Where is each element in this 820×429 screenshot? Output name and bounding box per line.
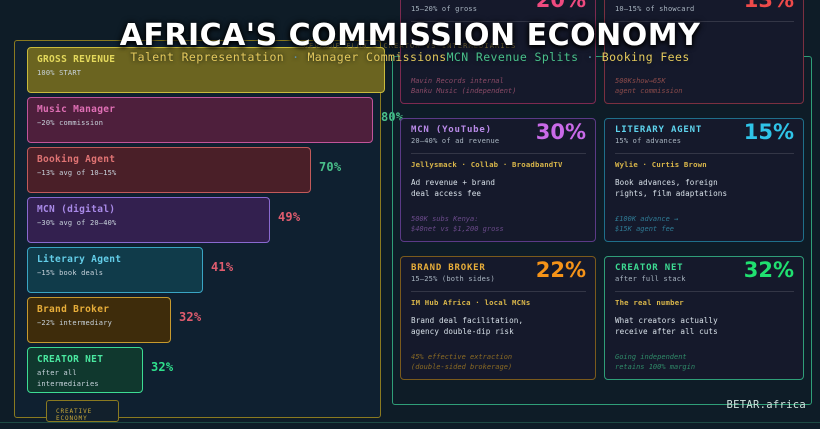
funnel-bar[interactable]: CREATOR NET after all intermediaries — [27, 347, 143, 393]
funnel-bar[interactable]: Music Manager −20% commission — [27, 97, 373, 143]
card-header: MCN (YouTube) 20–40% of ad revenue 30% — [411, 120, 586, 149]
creative-economy-label: CREATIVE ECONOMY — [56, 408, 93, 422]
funnel-bar-percent: 32% — [151, 360, 174, 374]
card-header: LITERARY AGENT 15% of advances 15% — [615, 120, 794, 149]
divider — [615, 291, 794, 292]
funnel-bar-row: Literary Agent −15% book deals 41% — [21, 247, 374, 295]
funnel-bar-percent: 41% — [211, 260, 234, 274]
card-percent: 30% — [535, 120, 586, 144]
card-title: LITERARY AGENT — [615, 125, 703, 135]
cards-frame — [392, 56, 812, 405]
funnel-bar-sublabel: −20% commission — [37, 119, 104, 127]
card-title: CREATOR NET — [615, 263, 684, 273]
card-subtitle: 20–40% of ad revenue — [411, 137, 500, 145]
funnel-bar-row: GROSS REVENUE 100% START — [21, 47, 385, 95]
card-header: CREATOR NET after full stack 32% — [615, 258, 794, 287]
card-percent: 22% — [535, 258, 586, 282]
card-percent: 20% — [535, 0, 586, 12]
card-percent: 15% — [743, 120, 794, 144]
funnel-bar-sublabel: −13% avg of 10–15% — [37, 169, 117, 177]
funnel-bar-label: Literary Agent — [37, 254, 122, 265]
card-title: MCN (YouTube) — [411, 125, 492, 135]
funnel-bar-sublabel: after all intermediaries — [37, 369, 99, 388]
funnel-bar-sublabel: −30% avg of 20–40% — [37, 219, 117, 227]
divider — [411, 21, 586, 22]
funnel-bar-row: Booking Agent −13% avg of 10–15% 70% — [21, 147, 374, 195]
card-note: £100K advance → $15K agent fee — [615, 215, 679, 233]
card-brand-broker[interactable]: BRAND BROKER 15–25% (both sides) 22% IM … — [400, 256, 596, 380]
card-music-manager[interactable]: MUSIC MANAGER 15–20% of gross 20% Mavin … — [400, 0, 596, 104]
funnel-bar-percent: 32% — [179, 310, 202, 324]
funnel-bar[interactable]: MCN (digital) −30% avg of 20–40% — [27, 197, 270, 243]
card-literary-agent[interactable]: LITERARY AGENT 15% of advances 15% Wylie… — [604, 118, 804, 242]
funnel-chart: GROSS REVENUE 100% START Music Manager −20%… — [21, 47, 403, 397]
card-note: Going independent retains 100% margin — [615, 353, 696, 371]
funnel-bar-row: Music Manager −20% commission 80% — [21, 97, 403, 145]
funnel-bar-label: CREATOR NET — [37, 354, 104, 365]
card-subtitle: after full stack — [615, 275, 686, 283]
card-note: 45% effective extraction (double-sided b… — [411, 353, 513, 371]
funnel-bar-percent: 70% — [319, 160, 342, 174]
divider — [615, 153, 794, 154]
funnel-bar-sublabel: 100% START — [37, 69, 82, 77]
card-description: What creators actually receive after all… — [615, 316, 718, 336]
funnel-bar-percent: 49% — [278, 210, 301, 224]
funnel-bar[interactable]: Literary Agent −15% book deals — [27, 247, 203, 293]
card-header: BRAND BROKER 15–25% (both sides) 22% — [411, 258, 586, 287]
card-header: MUSIC MANAGER 15–20% of gross 20% — [411, 0, 586, 17]
funnel-bar-label: Brand Broker — [37, 304, 110, 315]
card-players: The real number — [615, 298, 684, 307]
card-subtitle: 10–15% of showcard — [615, 5, 695, 13]
card-percent: 13% — [743, 0, 794, 12]
card-percent: 32% — [743, 258, 794, 282]
commission-cards-panel: MUSIC MANAGER 15–20% of gross 20% Mavin … — [392, 0, 812, 405]
card-note: 500K subs Kenya: $40net vs $1,200 gross — [411, 215, 504, 233]
funnel-bar[interactable]: Booking Agent −13% avg of 10–15% — [27, 147, 311, 193]
card-subtitle: 15–20% of gross — [411, 5, 478, 13]
card-subtitle: 15–25% (both sides) — [411, 275, 495, 283]
funnel-bar[interactable]: Brand Broker −22% intermediary — [27, 297, 171, 343]
funnel-bar-row: MCN (digital) −30% avg of 20–40% 49% — [21, 197, 374, 245]
card-note: Mavin Records internal Banku Music (inde… — [411, 77, 517, 95]
funnel-bar-sublabel: −15% book deals — [37, 269, 104, 277]
funnel-bar-label: GROSS REVENUE — [37, 54, 116, 65]
card-title: BRAND BROKER — [411, 263, 486, 273]
revenue-funnel-panel: GROSS REVENUE 100% START Music Manager −20%… — [14, 40, 403, 418]
card-creator-net[interactable]: CREATOR NET after full stack 32% The rea… — [604, 256, 804, 380]
card-players: Jellysmack · Collab · BroadbandTV — [411, 160, 563, 169]
card-mcn-youtube[interactable]: MCN (YouTube) 20–40% of ad revenue 30% J… — [400, 118, 596, 242]
card-header: BOOKING AGENT 10–15% of showcard 13% — [615, 0, 794, 17]
funnel-bar-row: CREATOR NET after all intermediaries 32% — [21, 347, 374, 395]
card-subtitle: 15% of advances — [615, 137, 682, 145]
funnel-bar-label: Booking Agent — [37, 154, 116, 165]
card-players: Wylie · Curtis Brown — [615, 160, 707, 169]
card-title: BOOKING AGENT — [615, 0, 794, 3]
card-note: 500Kshow→65K agent commission — [615, 77, 683, 95]
card-description: Ad revenue + brand deal access fee — [411, 178, 496, 198]
creative-economy-chip: CREATIVE ECONOMY — [46, 400, 119, 422]
funnel-bar-label: Music Manager — [37, 104, 116, 115]
funnel-bar-sublabel: −22% intermediary — [37, 319, 113, 327]
brand-watermark: BETAR.africa — [726, 399, 806, 411]
baseline-rule — [0, 422, 820, 423]
divider — [411, 291, 586, 292]
funnel-bar[interactable]: GROSS REVENUE 100% START — [27, 47, 385, 93]
divider — [615, 21, 794, 22]
divider — [411, 153, 586, 154]
card-title: MUSIC MANAGER — [411, 0, 586, 3]
card-players: IM Hub Africa · local MCNs — [411, 298, 531, 307]
funnel-bar-label: MCN (digital) — [37, 204, 116, 215]
card-booking-agent[interactable]: BOOKING AGENT 10–15% of showcard 13% 500… — [604, 0, 804, 104]
card-description: Brand deal facilitation, agency double-d… — [411, 316, 524, 336]
card-description: Book advances, foreign rights, film adap… — [615, 178, 728, 198]
funnel-bar-row: Brand Broker −22% intermediary 32% — [21, 297, 374, 345]
